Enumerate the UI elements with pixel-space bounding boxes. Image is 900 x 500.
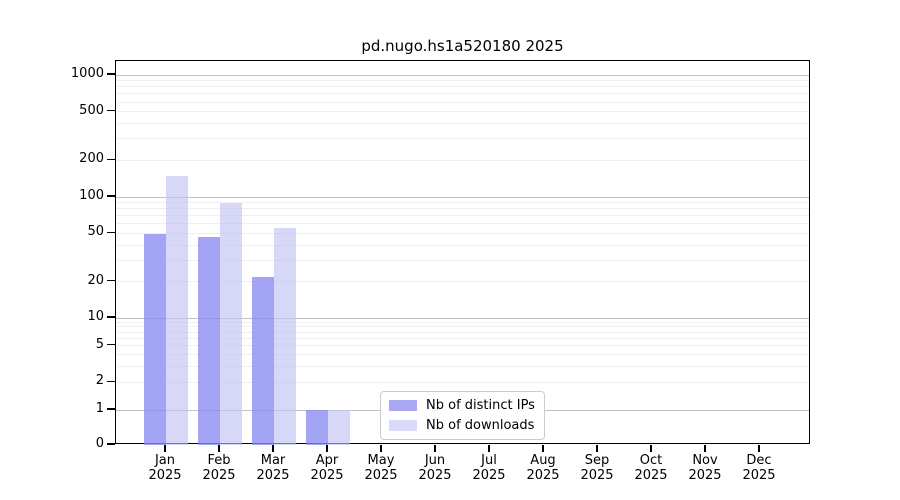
x-tick-mark	[704, 445, 705, 452]
x-tick-year: 2025	[723, 468, 795, 483]
y-tick-label: 20	[0, 273, 104, 289]
legend-label: Nb of distinct IPs	[426, 398, 535, 413]
y-tick-mark	[107, 381, 115, 382]
x-tick-mark	[542, 445, 543, 452]
legend: Nb of distinct IPs Nb of downloads	[380, 391, 545, 440]
x-tick-mark	[326, 445, 327, 452]
y-tick-label: 0	[0, 436, 104, 452]
legend-swatch-icon	[389, 400, 417, 411]
y-tick-mark	[107, 232, 115, 233]
plot-area: Nb of distinct IPs Nb of downloads	[115, 60, 810, 444]
x-tick-mark	[434, 445, 435, 452]
x-tick-mark	[380, 445, 381, 452]
x-tick-mark	[488, 445, 489, 452]
y-tick-label: 10	[0, 309, 104, 325]
bar-downloads-mar	[274, 228, 296, 445]
chart-title: pd.nugo.hs1a520180 2025	[115, 37, 810, 55]
x-tick-mark	[218, 445, 219, 452]
y-tick-mark	[107, 73, 115, 74]
legend-item-downloads: Nb of downloads	[389, 418, 535, 433]
x-tick-label-dec: Dec2025	[723, 453, 795, 483]
x-tick-mark	[272, 445, 273, 452]
x-tick-month: Dec	[723, 453, 795, 468]
x-tick-mark	[758, 445, 759, 452]
y-tick-label: 1	[0, 401, 104, 417]
y-tick-label: 100	[0, 188, 104, 204]
bar-distinct-ips-apr	[306, 410, 328, 445]
bar-distinct-ips-feb	[198, 237, 220, 445]
y-tick-label: 200	[0, 151, 104, 167]
legend-item-distinct-ips: Nb of distinct IPs	[389, 398, 535, 413]
x-tick-mark	[596, 445, 597, 452]
bar-downloads-jan	[166, 176, 188, 445]
y-tick-mark	[107, 280, 115, 281]
legend-label: Nb of downloads	[426, 418, 534, 433]
y-tick-mark	[107, 195, 115, 196]
x-tick-mark	[164, 445, 165, 452]
y-tick-label: 1000	[0, 66, 104, 82]
x-tick-mark	[650, 445, 651, 452]
y-tick-mark	[107, 443, 115, 444]
bar-downloads-apr	[328, 410, 350, 445]
y-tick-label: 500	[0, 103, 104, 119]
bar-downloads-feb	[220, 203, 242, 445]
y-tick-mark	[107, 408, 115, 409]
bar-distinct-ips-jan	[144, 234, 166, 445]
figure-canvas: pd.nugo.hs1a520180 2025 Nb of distinct I…	[0, 0, 900, 500]
bar-layer	[116, 61, 809, 443]
bar-distinct-ips-mar	[252, 277, 274, 445]
y-tick-mark	[107, 159, 115, 160]
y-tick-label: 5	[0, 337, 104, 353]
y-tick-mark	[107, 316, 115, 317]
y-tick-mark	[107, 110, 115, 111]
y-tick-label: 2	[0, 373, 104, 389]
legend-swatch-icon	[389, 420, 417, 431]
y-tick-label: 50	[0, 224, 104, 240]
y-tick-mark	[107, 344, 115, 345]
